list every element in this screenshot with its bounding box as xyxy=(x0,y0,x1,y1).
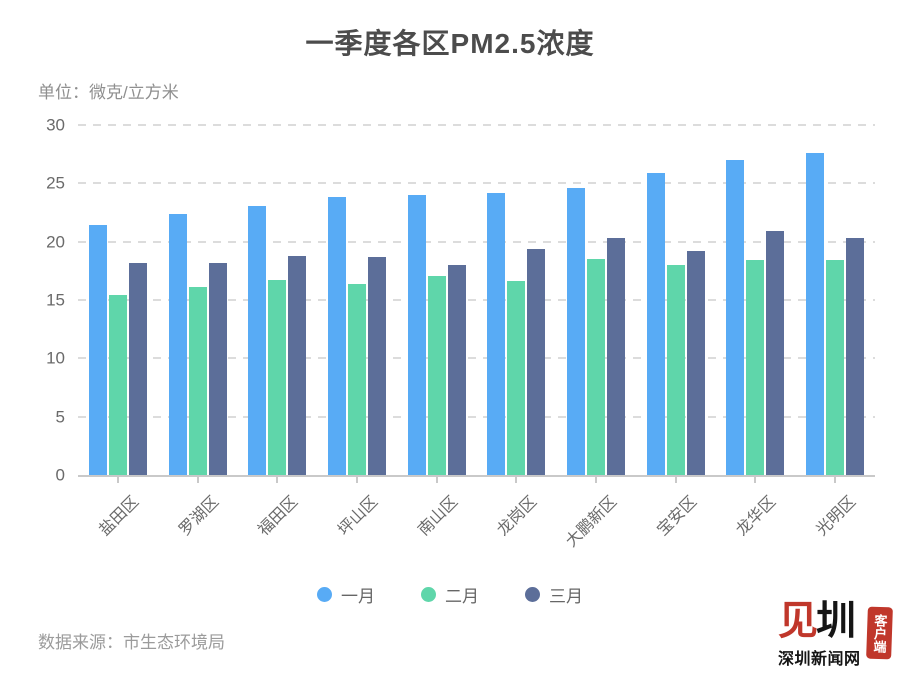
x-axis-tick-2 xyxy=(276,477,279,483)
bar-march-2 xyxy=(288,255,307,475)
legend-item-january: 一月 xyxy=(317,582,375,607)
bar-march-8 xyxy=(766,231,785,475)
bar-february-4 xyxy=(427,275,446,475)
logo-glyph-red: 见 xyxy=(778,599,818,643)
bar-january-2 xyxy=(248,205,267,475)
logo-subtitle: 深圳新闻网 xyxy=(778,651,861,668)
bar-march-7 xyxy=(686,251,705,475)
legend-dot-february xyxy=(421,587,436,602)
y-axis-label-25: 25 xyxy=(46,173,65,193)
legend-item-march: 三月 xyxy=(525,582,583,607)
bar-february-1 xyxy=(188,287,207,475)
logo-main: 见圳 深圳新闻网 xyxy=(778,600,861,669)
x-axis-tick-3 xyxy=(355,477,358,483)
bar-march-0 xyxy=(128,262,147,475)
legend-label-january: 一月 xyxy=(341,587,375,606)
bar-january-8 xyxy=(726,160,745,475)
y-axis-label-0: 0 xyxy=(55,465,65,485)
bar-february-2 xyxy=(268,280,287,475)
x-axis-tick-8 xyxy=(754,477,757,483)
legend-label-march: 三月 xyxy=(549,587,583,606)
legend-label-february: 二月 xyxy=(445,587,479,606)
x-axis-tick-5 xyxy=(515,477,518,483)
bar-february-6 xyxy=(587,259,606,475)
bar-february-5 xyxy=(507,281,526,475)
y-axis-label-10: 10 xyxy=(46,348,65,368)
logo-glyph-black: 圳 xyxy=(816,599,856,643)
gridline-30 xyxy=(78,124,875,126)
bar-january-1 xyxy=(168,213,187,475)
bar-february-0 xyxy=(108,295,127,475)
bar-january-3 xyxy=(327,197,346,475)
bar-february-7 xyxy=(666,265,685,475)
gridline-15 xyxy=(78,299,875,301)
unit-label: 单位：微克/立方米 xyxy=(38,83,179,102)
shenzhen-news-logo: 见圳 深圳新闻网 客户端 xyxy=(778,600,896,669)
logo-glyphs: 见圳 xyxy=(778,600,861,642)
gridline-25 xyxy=(78,182,875,185)
bar-february-3 xyxy=(347,283,366,475)
chart-title: 一季度各区PM2.5浓度 xyxy=(305,28,595,59)
bar-march-1 xyxy=(208,262,227,475)
legend-dot-january xyxy=(317,587,332,602)
y-axis-label-20: 20 xyxy=(46,232,65,252)
legend-item-february: 二月 xyxy=(421,582,479,607)
bar-february-9 xyxy=(826,260,845,475)
x-axis-tick-6 xyxy=(595,477,598,483)
bar-january-7 xyxy=(646,172,665,475)
plot-area: 0 5 10 15 20 25 30 盐田区 罗湖区 福田区 坪山区 南山区 龙岗区 大鹏新区 宝安区 龙华区… xyxy=(46,117,875,551)
x-axis-tick-1 xyxy=(196,477,199,483)
gridline-5 xyxy=(78,415,875,418)
legend: 一月 二月 三月 xyxy=(0,582,900,607)
bar-january-9 xyxy=(806,153,825,475)
x-axis-tick-9 xyxy=(834,477,837,483)
gridline-20 xyxy=(78,240,875,243)
y-axis-label-15: 15 xyxy=(46,290,65,310)
x-axis-tick-4 xyxy=(435,477,438,483)
bar-january-5 xyxy=(487,192,506,475)
bar-march-9 xyxy=(846,238,865,475)
logo-client-seal: 客户端 xyxy=(865,606,893,660)
x-axis-tick-0 xyxy=(116,477,119,483)
bar-february-8 xyxy=(746,260,765,475)
x-axis-tick-7 xyxy=(674,477,677,483)
bar-january-4 xyxy=(407,195,426,475)
bar-march-3 xyxy=(367,256,386,475)
bar-january-6 xyxy=(567,188,586,475)
legend-dot-march xyxy=(525,587,540,602)
bar-march-6 xyxy=(607,238,626,475)
bar-january-0 xyxy=(88,225,107,475)
bar-march-5 xyxy=(527,248,546,475)
bar-march-4 xyxy=(447,265,466,475)
y-axis-label-5: 5 xyxy=(55,407,65,427)
data-source-text: 数据来源：市生态环境局 xyxy=(38,633,225,652)
gridline-10 xyxy=(78,357,875,360)
y-axis-label-30: 30 xyxy=(46,115,65,135)
